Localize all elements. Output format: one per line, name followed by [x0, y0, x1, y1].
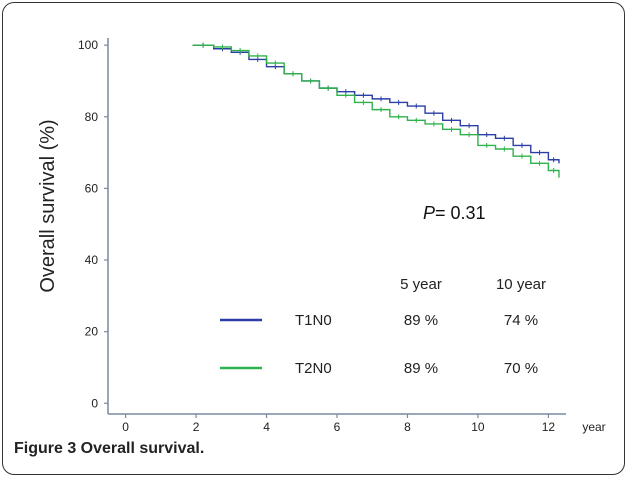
x-tick-label: 0: [122, 420, 129, 434]
series-line-t2n0: [192, 44, 560, 178]
y-tick-label: 60: [85, 181, 99, 195]
survival-rate-value: 89 %: [404, 312, 438, 329]
p-value-annotation: P= 0.31: [423, 203, 486, 223]
y-axis-title: Overall survival (%): [37, 119, 59, 292]
x-tick-label: 12: [542, 420, 556, 434]
x-tick-label: 10: [471, 420, 485, 434]
legend-label: T2N0: [295, 360, 332, 377]
x-tick-label: 4: [263, 420, 270, 434]
survival-chart: 0 20 40 60 80 100 0 2 4 6 8 10 12 year Overall surviva…: [37, 38, 606, 434]
y-tick-label: 100: [78, 38, 98, 52]
figure-caption: Figure 3 Overall survival.: [14, 440, 205, 457]
survival-rate-value: 89 %: [404, 360, 438, 377]
y-tick-label: 0: [91, 396, 98, 410]
series-line-t1n0: [192, 44, 560, 164]
y-tick-label: 20: [85, 325, 99, 339]
survival-rate-value: 74 %: [504, 312, 538, 329]
x-tick-label: 2: [193, 420, 200, 434]
survival-rate-value: 70 %: [504, 360, 538, 377]
legend-label: T1N0: [295, 312, 332, 329]
rate-column-header: 5 year: [400, 276, 442, 293]
y-tick-label: 80: [85, 110, 99, 124]
rate-column-header: 10 year: [496, 276, 546, 293]
x-tick-label: 8: [404, 420, 411, 434]
x-tick-label: 6: [334, 420, 341, 434]
y-tick-label: 40: [85, 253, 99, 267]
x-axis-label: year: [582, 420, 605, 434]
